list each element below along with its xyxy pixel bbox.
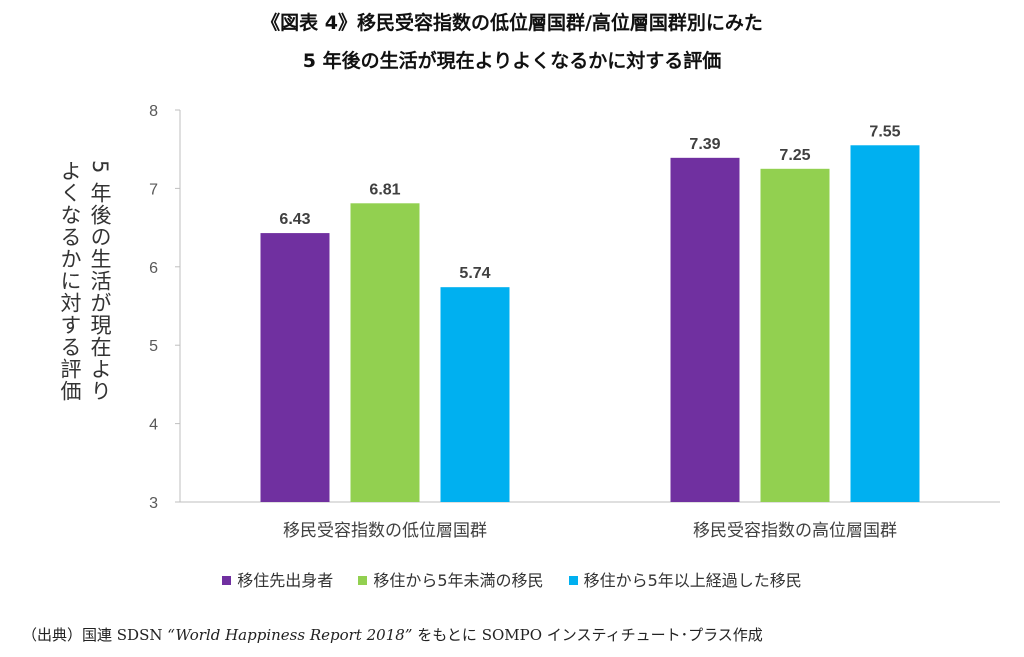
legend-label-longterm-migrant: 移住から5年以上経過した移民 [583, 571, 802, 590]
legend-item-longterm-migrant: 移住から5年以上経過した移民 [568, 567, 802, 591]
bar-data-label: 7.55 [869, 123, 900, 140]
legend-item-recent-migrant: 移住から5年未満の移民 [358, 567, 544, 591]
bar [260, 233, 330, 502]
y-tick-label: 7 [149, 181, 158, 198]
y-axis-label-line1: 5 年後の生活が現在より [88, 160, 112, 403]
y-tick-label: 4 [149, 417, 158, 434]
legend-swatch-recent-migrant [358, 576, 368, 585]
y-axis-label: 5 年後の生活が現在より よくなるかに対する評価 [52, 160, 114, 460]
bar [850, 145, 920, 502]
source-suffix: をもとに SOMPO インスティチュート･プラス作成 [412, 626, 763, 644]
bar-data-label: 5.74 [459, 265, 490, 282]
y-tick-label: 8 [149, 103, 158, 120]
legend: 移住先出身者 移住から5年未満の移民 移住から5年以上経過した移民 [0, 567, 1024, 591]
bar [440, 287, 510, 502]
bar-data-label: 7.39 [689, 136, 720, 153]
legend-label-recent-migrant: 移住から5年未満の移民 [373, 571, 544, 590]
legend-swatch-native [222, 576, 232, 585]
source-work-title: “World Happiness Report 2018” [167, 626, 413, 644]
chart-title-line2: 5 年後の生活が現在よりよくなるかに対する評価 [302, 50, 722, 72]
source-prefix: （出典）国連 SDSN [22, 626, 168, 644]
x-category-label: 移民受容指数の高位層国群 [693, 521, 897, 541]
bar-data-label: 6.43 [279, 211, 310, 228]
source-note: （出典）国連 SDSN “World Happiness Report 2018… [22, 624, 763, 645]
legend-item-native: 移住先出身者 [222, 567, 333, 591]
bar [350, 203, 420, 502]
legend-swatch-longterm-migrant [568, 576, 578, 585]
legend-label-native: 移住先出身者 [237, 571, 334, 590]
x-category-label: 移民受容指数の低位層国群 [283, 521, 487, 541]
chart-title-line1: 《図表 4》移民受容指数の低位層国群/高位層国群別にみた [261, 12, 763, 34]
bar [670, 157, 740, 502]
bar-chart: 3 4 5 6 7 8 6.43 6.81 5.74 移民受容指数の低位層国群 7.39 7.25 7.… [149, 103, 1000, 541]
y-tick-label: 3 [149, 495, 158, 512]
bar-data-label: 7.25 [779, 147, 810, 164]
bar [760, 168, 830, 503]
y-axis-label-line2: よくなるかに対する評価 [58, 160, 82, 402]
y-tick-label: 6 [149, 260, 158, 277]
y-tick-label: 5 [149, 338, 158, 355]
bar-data-label: 6.81 [369, 181, 400, 198]
